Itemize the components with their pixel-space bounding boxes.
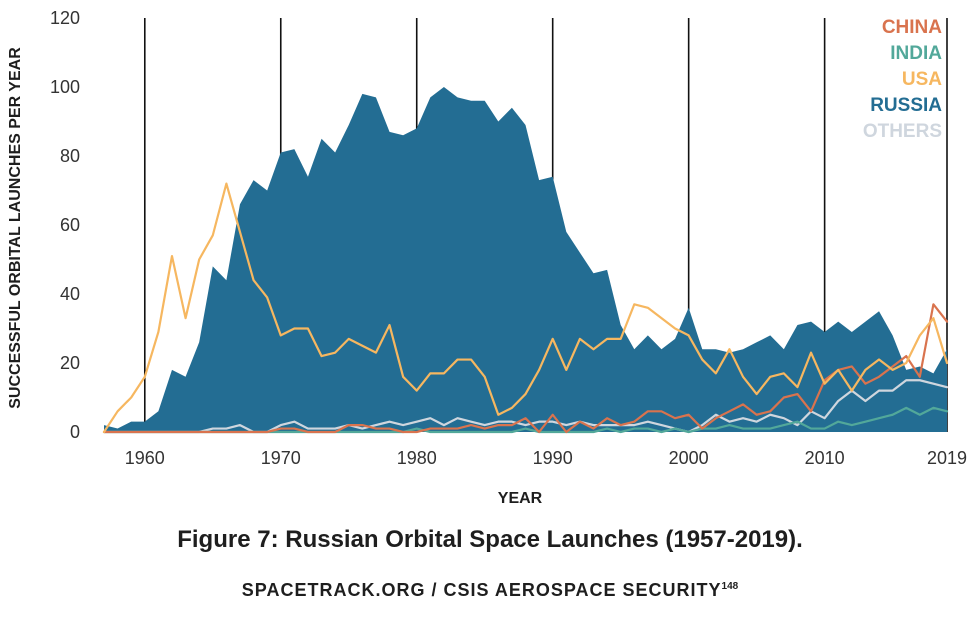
x-tick-1960: 1960 <box>125 448 165 468</box>
y-tick-40: 40 <box>60 284 80 304</box>
y-tick-80: 80 <box>60 146 80 166</box>
series-area-russia <box>104 87 947 432</box>
legend: CHINA INDIA USA RUSSIA OTHERS <box>863 17 942 142</box>
series-line-china <box>102 303 949 434</box>
source-footnote: 148 <box>721 581 739 592</box>
x-tick-2000: 2000 <box>669 448 709 468</box>
y-tick-0: 0 <box>70 422 80 442</box>
series-line-others <box>102 379 949 434</box>
legend-russia: RUSSIA <box>870 95 942 116</box>
y-axis-title: SUCCESSFUL ORBITAL LAUNCHES PER YEAR <box>7 47 24 409</box>
figure-caption: Figure 7: Russian Orbital Space Launches… <box>177 526 803 553</box>
x-tick-1970: 1970 <box>261 448 301 468</box>
source-caption: SPACETRACK.ORG / CSIS AEROSPACE SECURITY… <box>0 580 980 601</box>
source-text: SPACETRACK.ORG / CSIS AEROSPACE SECURITY <box>241 580 722 600</box>
x-tick-2019: 2019 <box>927 448 967 468</box>
y-tick-20: 20 <box>60 353 80 373</box>
y-axis-ticks: 0 20 40 60 80 100 120 <box>50 8 80 442</box>
legend-china: CHINA <box>882 17 942 38</box>
y-tick-100: 100 <box>50 77 80 97</box>
launches-chart: 0 20 40 60 80 100 120 1960 1970 1980 1990 2000 2010… <box>7 8 967 507</box>
legend-usa: USA <box>902 69 942 90</box>
x-axis-ticks: 1960 1970 1980 1990 2000 2010 2019 <box>125 448 967 468</box>
y-tick-120: 120 <box>50 8 80 28</box>
line-series <box>102 182 949 434</box>
series-line-usa <box>102 182 949 434</box>
y-tick-60: 60 <box>60 215 80 235</box>
x-tick-1980: 1980 <box>397 448 437 468</box>
legend-others: OTHERS <box>863 121 942 142</box>
legend-india: INDIA <box>890 43 942 64</box>
x-tick-2010: 2010 <box>805 448 845 468</box>
area-series <box>104 87 947 432</box>
x-axis-title: YEAR <box>498 490 543 507</box>
x-tick-1990: 1990 <box>533 448 573 468</box>
